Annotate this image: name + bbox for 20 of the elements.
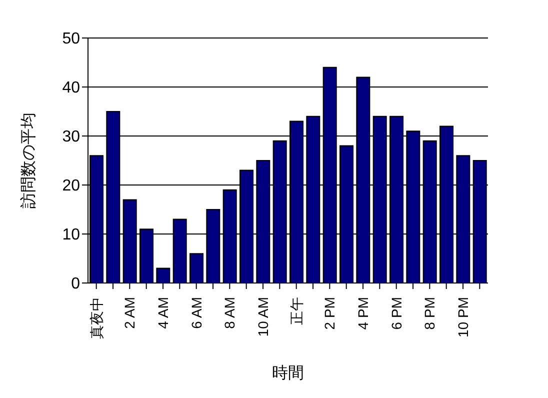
y-tick-label: 10 <box>62 226 80 244</box>
x-tick-label: 8 AM <box>222 297 238 329</box>
y-axis-title: 訪問数の平均 <box>20 112 38 208</box>
x-tick-label: 2 AM <box>122 297 138 329</box>
y-tick-label: 30 <box>62 128 80 146</box>
x-tick-label: 正午 <box>288 297 304 325</box>
x-tick-label: 10 AM <box>255 297 271 337</box>
x-tick-label: 真夜中 <box>88 297 104 339</box>
x-tick-label: 4 PM <box>355 297 371 330</box>
y-tick-label: 50 <box>62 30 80 48</box>
x-tick-label: 10 PM <box>455 297 471 338</box>
x-tick-label: 6 PM <box>388 297 404 330</box>
y-tick-label: 0 <box>71 276 80 293</box>
x-axis-title: 時間 <box>272 364 304 382</box>
x-tick-label: 4 AM <box>155 297 171 329</box>
x-tick-label: 2 PM <box>322 297 338 330</box>
y-tick-label: 40 <box>62 80 80 97</box>
x-tick-label: 6 AM <box>188 297 204 329</box>
y-tick-label: 20 <box>62 178 80 195</box>
x-tick-label: 8 PM <box>422 297 438 330</box>
